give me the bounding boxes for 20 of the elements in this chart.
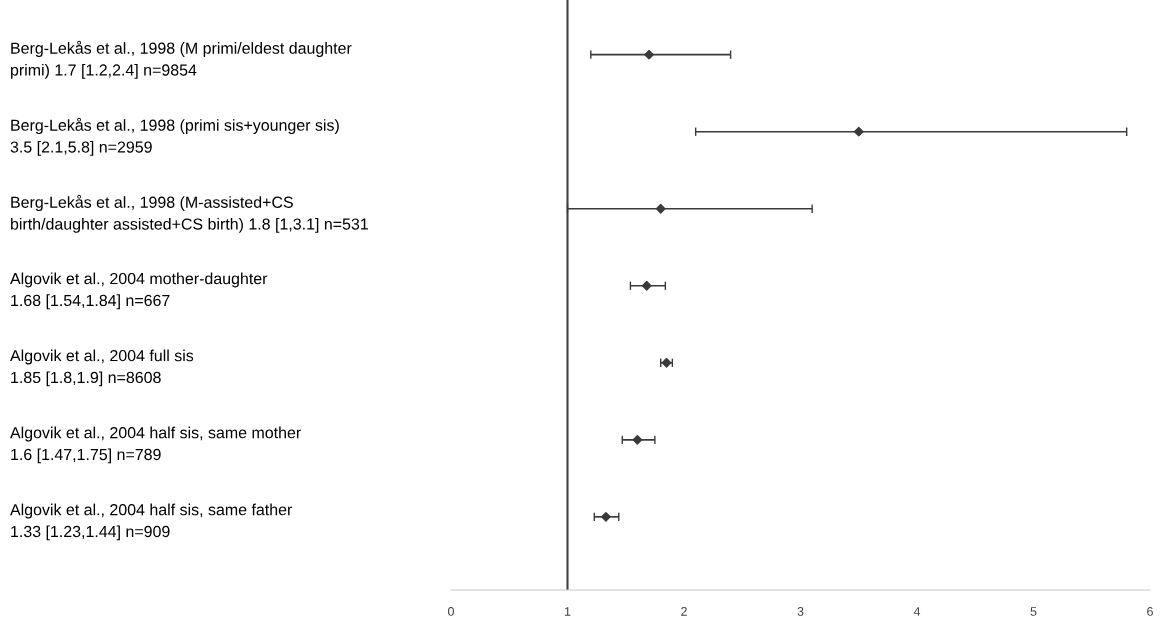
x-tick-label: 1 [564,607,571,616]
y-tick-label: Berg-Lekås et al., 1998 (M primi/eldest daughter primi) 1.7 [1.2,2.4] n=9854 [11,40,352,79]
x-tick-label: 2 [681,607,687,616]
point [632,434,643,445]
y-tick-label: Algovik et al., 2004 half sis, same mother 1.6 [1.47,1.75] n=789 [10,426,301,464]
point [641,280,652,291]
x-tick-label: 0 [448,607,454,616]
x-tick-label: 4 [913,607,921,616]
point [601,511,611,522]
x-tick-label: 5 [1030,607,1037,616]
y-tick-label: Algovik et al., 2004 full sis 1.85 [1.8,1.9] n=8608 [10,349,194,387]
x-tick-label: 6 [1147,607,1153,616]
point [655,203,666,214]
y-tick-label: Algovik et al., 2004 mother-daughter 1.68 [1.54,1.84] n=667 [10,272,268,310]
point [853,126,864,137]
y-tick-label: Berg-Lekås et al., 1998 (primi sis+younger sis) 3.5 [2.1,5.8] n=2959 [10,117,339,156]
y-tick-label: Algovik et al., 2004 half sis, same father 1.33 [1.23,1.44] n=909 [10,503,293,541]
x-tick-label: 3 [797,607,804,616]
y-tick-label: Berg-Lekås et al., 1998 (M-assisted+CS birth/daughter assisted+CS birth) 1.8 [1,3.1] n=531 [11,194,368,233]
point [644,49,654,60]
